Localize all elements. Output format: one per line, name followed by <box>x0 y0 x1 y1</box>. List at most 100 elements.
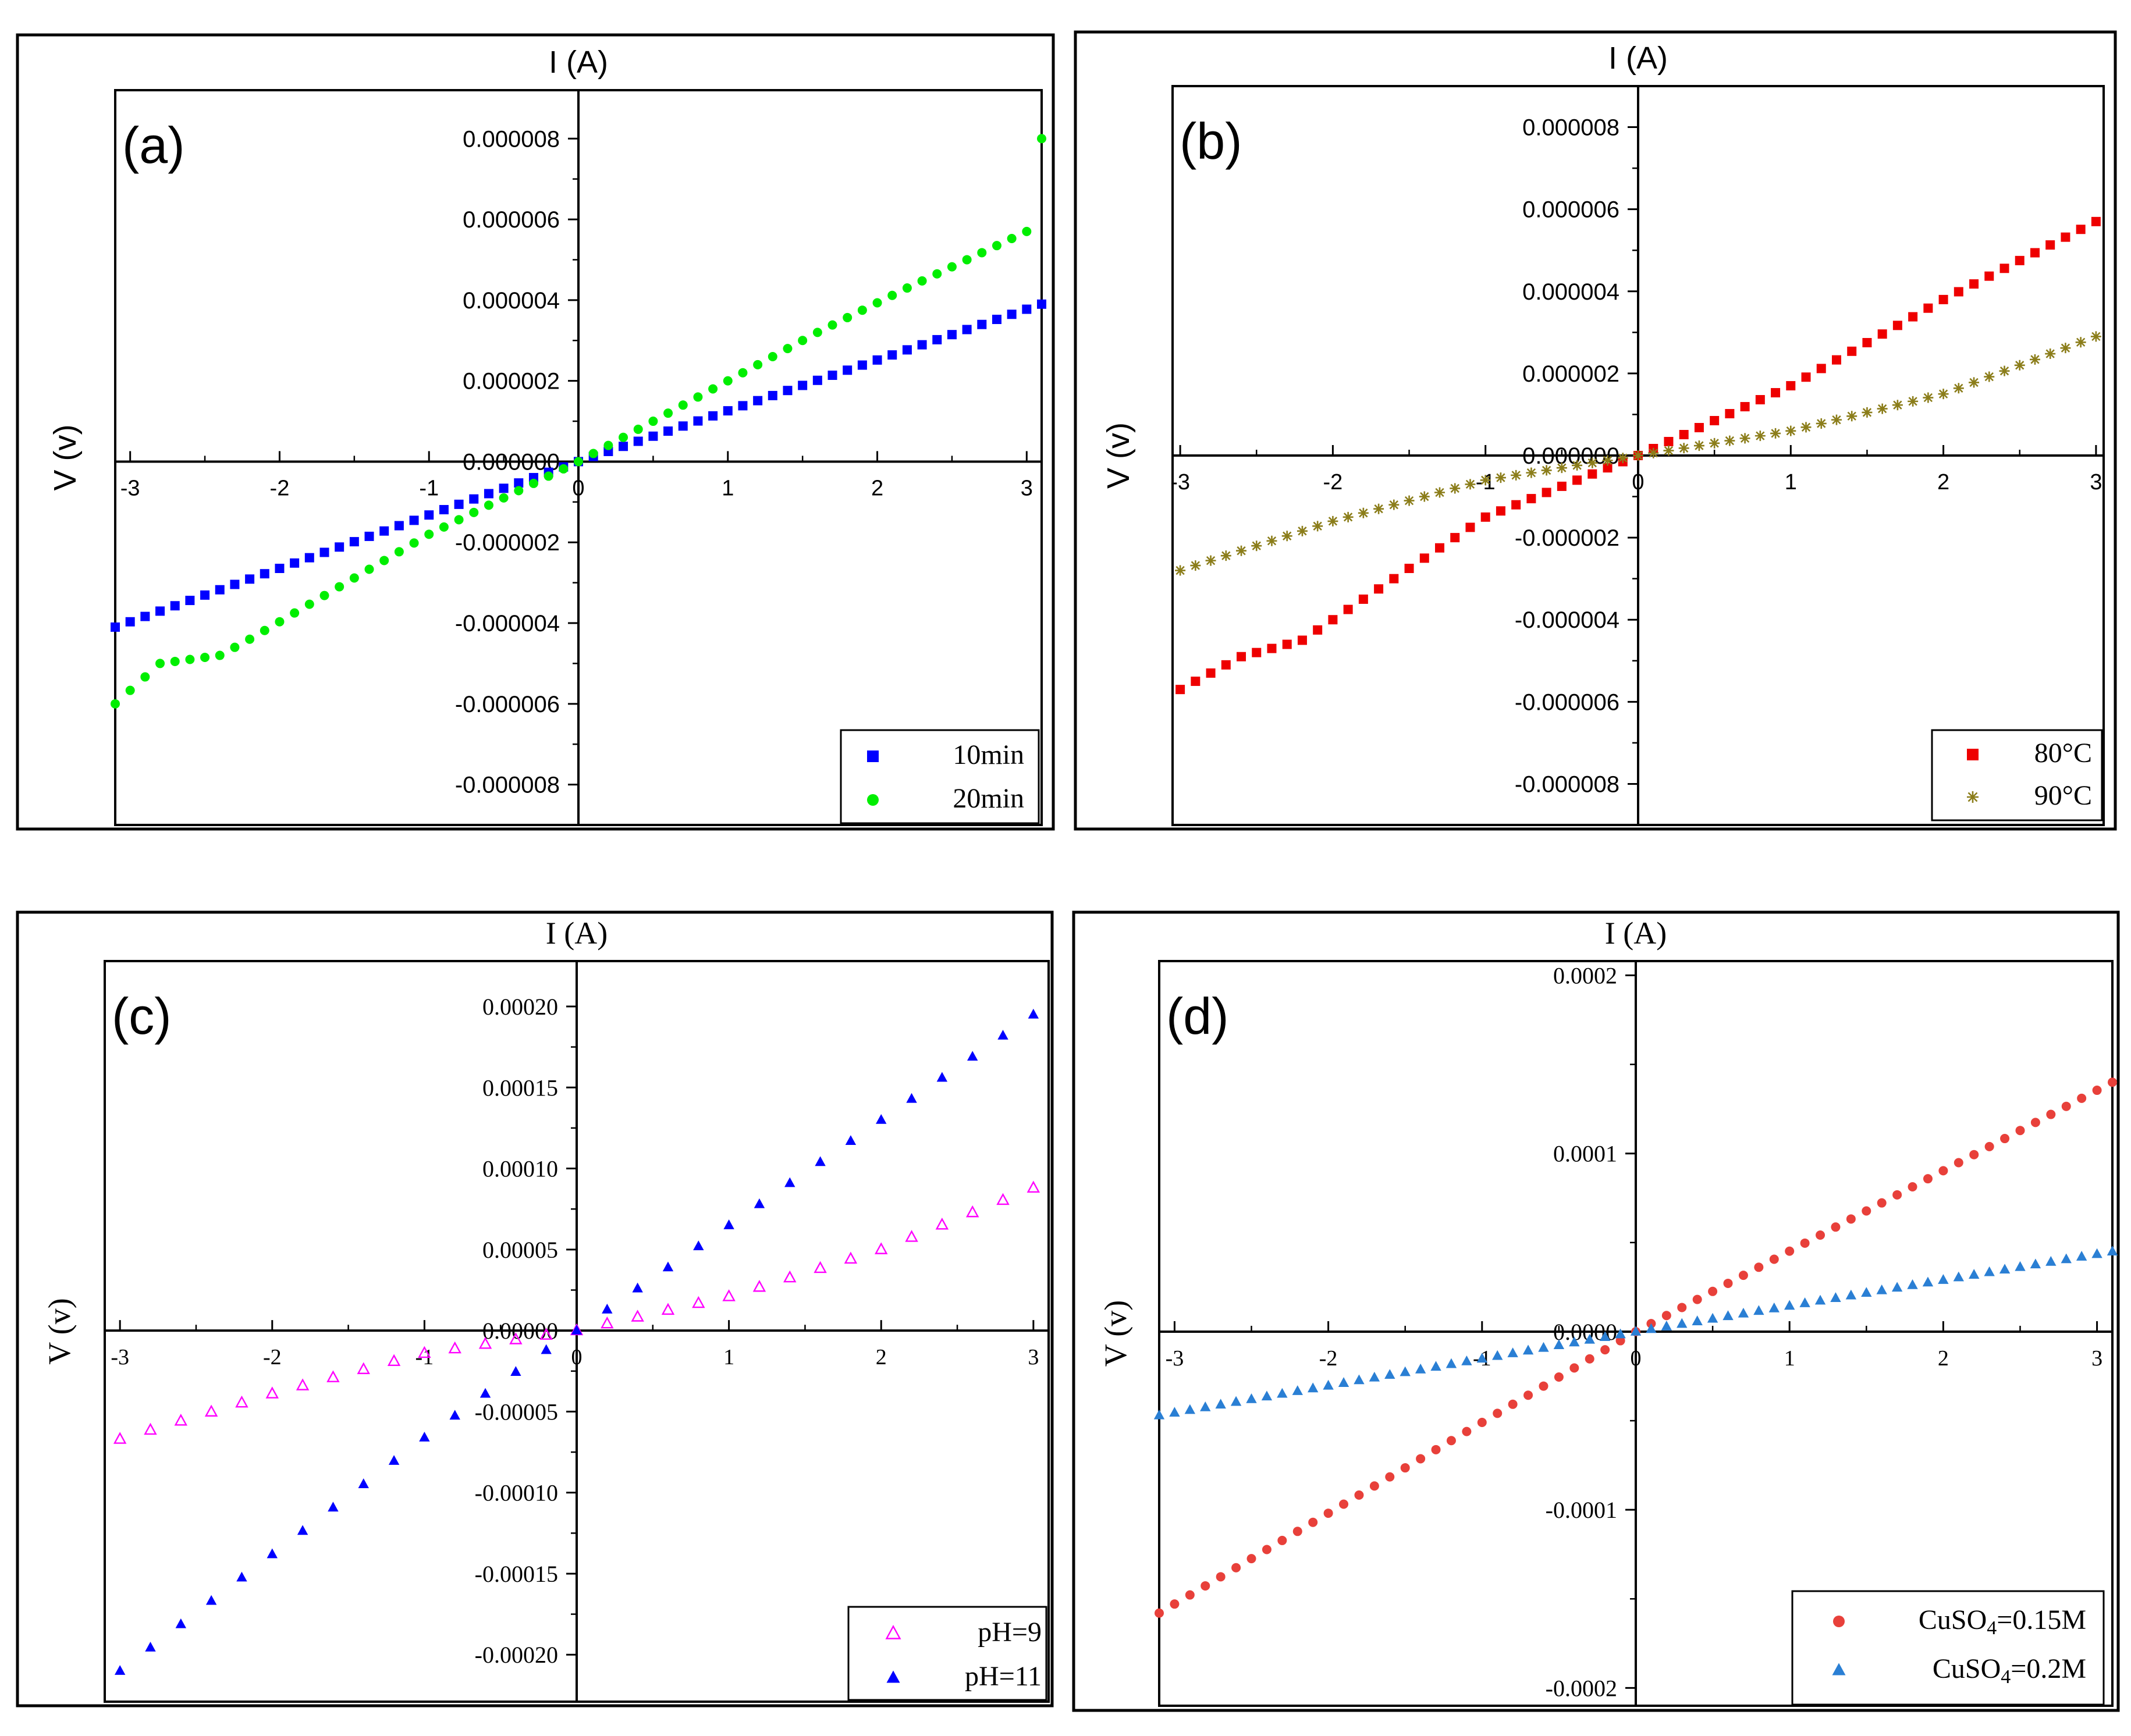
data-point <box>514 478 524 488</box>
data-point <box>935 1217 949 1230</box>
legend-marker <box>867 750 879 762</box>
x-tick-label: -3 <box>111 1345 129 1369</box>
y-tick-label: -0.000002 <box>1515 525 1619 551</box>
data-point <box>1923 1174 1933 1184</box>
data-point <box>1477 1418 1487 1428</box>
data-point <box>1415 1363 1426 1374</box>
data-point <box>2045 348 2056 360</box>
data-point <box>1892 400 1903 411</box>
data-point <box>174 1414 188 1426</box>
data-point <box>1725 409 1735 419</box>
y-axis-title: V (v) <box>1098 1300 1133 1367</box>
data-point <box>2029 354 2040 365</box>
data-point <box>1201 1581 1210 1591</box>
data-point <box>155 659 165 668</box>
data-point <box>1175 565 1186 576</box>
data-point <box>484 500 493 510</box>
data-point <box>723 406 733 416</box>
data-point <box>1308 1517 1318 1527</box>
data-point <box>514 486 524 496</box>
data-point <box>1523 1390 1533 1400</box>
x-tick-label: 3 <box>2091 1346 2102 1371</box>
data-point <box>1877 329 1887 339</box>
data-point <box>1938 294 1948 304</box>
data-point <box>1862 407 1873 418</box>
data-point <box>1354 1490 1364 1500</box>
data-point <box>1907 1279 1918 1289</box>
data-point <box>1845 1289 1857 1300</box>
data-point <box>1984 1266 1995 1276</box>
panel-label: (c) <box>112 987 172 1045</box>
x-tick-label: 0 <box>1632 470 1644 495</box>
data-point <box>1969 377 1980 388</box>
y-tick-label: -0.00010 <box>475 1480 558 1506</box>
data-point <box>1184 1404 1196 1414</box>
legend-frame <box>1791 1590 2105 1706</box>
data-point <box>965 1205 979 1218</box>
data-point <box>1267 643 1277 653</box>
data-point <box>319 590 329 600</box>
data-point <box>1281 531 1292 542</box>
y-tick-label: -0.000008 <box>1515 771 1619 797</box>
data-point <box>603 440 613 450</box>
data-point <box>510 1366 521 1376</box>
data-point <box>1205 555 1216 566</box>
data-point <box>275 564 285 574</box>
data-point <box>917 276 927 286</box>
data-point <box>588 449 598 458</box>
data-point <box>1277 1388 1288 1398</box>
y-tick-label: 0.00015 <box>482 1075 558 1101</box>
data-point <box>1153 1409 1165 1420</box>
series-90-c <box>1175 331 2101 576</box>
y-tick-label: 0.000002 <box>1522 361 1619 387</box>
data-point <box>1292 1385 1303 1395</box>
data-point <box>418 1346 431 1358</box>
data-point <box>1323 1379 1334 1390</box>
data-point <box>1190 560 1201 571</box>
x-tick-label: 2 <box>871 476 883 500</box>
data-point <box>1831 414 1842 425</box>
legend-label: CuSO4=0.2M <box>1933 1653 2086 1688</box>
legend: 10min 20min <box>840 729 1040 824</box>
data-point <box>887 290 897 300</box>
data-point <box>304 553 314 563</box>
data-point <box>454 499 464 509</box>
data-point <box>783 344 793 354</box>
data-point <box>1155 1608 1164 1618</box>
data-point <box>480 1388 491 1398</box>
series-20min <box>1037 134 1046 144</box>
data-point <box>1801 372 1811 382</box>
data-point <box>260 625 269 635</box>
data-point <box>2030 248 2040 258</box>
data-point <box>648 417 658 426</box>
data-point <box>1785 1246 1795 1256</box>
data-point <box>947 262 957 272</box>
data-point <box>1617 453 1628 464</box>
data-point <box>1587 457 1598 468</box>
data-point <box>1450 533 1460 543</box>
data-point <box>1526 494 1536 504</box>
data-point <box>2091 216 2101 226</box>
data-point <box>1511 469 1522 481</box>
data-point <box>1664 437 1674 447</box>
data-point <box>1221 660 1231 670</box>
data-point <box>1416 1454 1426 1464</box>
data-point <box>843 312 853 322</box>
chart-panel-a: -3 -2 -1 0 1 2 3 0.000008 0.000006 0.000004 0.0000… <box>16 33 1055 831</box>
x-tick-label: 2 <box>876 1345 887 1369</box>
data-point <box>678 400 688 410</box>
data-point <box>844 1251 858 1264</box>
data-point <box>1738 1307 1749 1318</box>
series-cuso4-0-15m <box>1155 1077 2117 1618</box>
data-point <box>419 1431 430 1442</box>
data-point <box>662 1261 674 1272</box>
data-point <box>1984 271 1994 281</box>
data-point <box>200 590 210 600</box>
data-point <box>708 384 718 394</box>
data-point <box>260 569 269 579</box>
y-tick-label: 0.00005 <box>482 1237 558 1263</box>
data-point <box>1526 467 1537 478</box>
y-axis-title: V (v) <box>48 425 83 491</box>
data-point <box>798 380 808 390</box>
y-tick-label: -0.00005 <box>475 1399 558 1425</box>
